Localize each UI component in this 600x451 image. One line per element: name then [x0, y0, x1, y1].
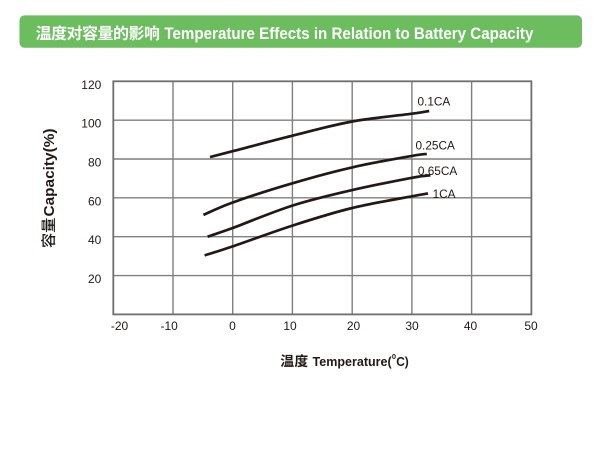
svg-text:40: 40 [464, 319, 478, 333]
svg-text:-10: -10 [161, 319, 179, 333]
svg-text:Capacity(%): Capacity(%) [42, 128, 58, 216]
svg-text:20: 20 [347, 319, 361, 333]
svg-text:40: 40 [88, 233, 102, 247]
svg-text:30: 30 [405, 319, 419, 333]
svg-text:0: 0 [229, 319, 236, 333]
svg-text:Temperature Effects in Relatio: Temperature Effects in Relation to Batte… [164, 24, 534, 43]
svg-text:0.1CA: 0.1CA [418, 95, 451, 109]
svg-text:-20: -20 [111, 319, 129, 333]
svg-text:10: 10 [283, 319, 297, 333]
svg-text:0: 0 [392, 352, 396, 361]
svg-text:20: 20 [88, 272, 102, 286]
svg-text:100: 100 [81, 117, 101, 131]
svg-text:0.25CA: 0.25CA [416, 139, 455, 153]
svg-text:1CA: 1CA [433, 187, 456, 201]
svg-text:50: 50 [524, 319, 538, 333]
svg-text:0.65CA: 0.65CA [418, 164, 457, 178]
svg-text:60: 60 [88, 194, 102, 208]
svg-text:80: 80 [88, 156, 102, 170]
svg-text:120: 120 [81, 78, 101, 92]
svg-text:C): C) [396, 354, 409, 369]
svg-text:Temperature(: Temperature( [313, 354, 393, 369]
